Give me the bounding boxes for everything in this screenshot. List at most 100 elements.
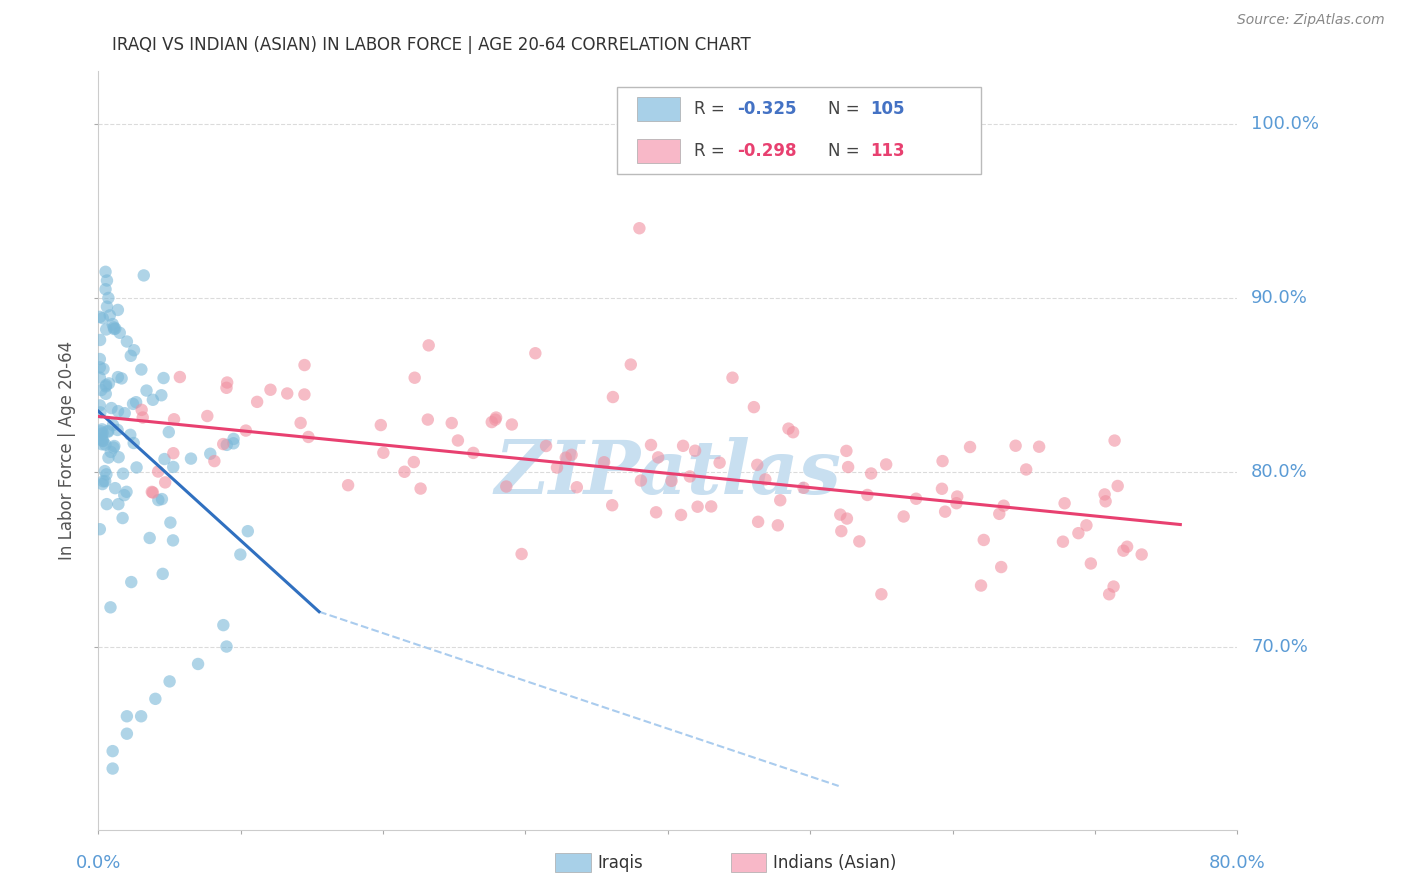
- Point: [742, 400, 765, 414]
- Point: [778, 422, 800, 436]
- Point: [235, 424, 257, 438]
- Point: [89, 310, 111, 324]
- Point: [90, 427, 112, 442]
- Point: [1028, 440, 1050, 454]
- Point: [1112, 543, 1135, 558]
- Point: [835, 511, 858, 525]
- Point: [91, 311, 114, 326]
- Point: [107, 302, 129, 317]
- Point: [115, 709, 138, 723]
- Point: [959, 440, 981, 454]
- Point: [89, 352, 111, 367]
- Y-axis label: In Labor Force | Age 20-64: In Labor Force | Age 20-64: [58, 341, 76, 560]
- Text: -0.325: -0.325: [737, 100, 797, 119]
- Point: [142, 392, 165, 407]
- Point: [195, 409, 218, 423]
- Point: [1004, 439, 1026, 453]
- Point: [101, 417, 124, 432]
- Point: [120, 575, 142, 590]
- Point: [246, 395, 269, 409]
- Point: [150, 492, 173, 507]
- Point: [212, 618, 235, 632]
- Point: [561, 448, 583, 462]
- Point: [440, 416, 463, 430]
- Point: [524, 346, 547, 360]
- Point: [89, 522, 111, 536]
- Point: [766, 518, 789, 533]
- Point: [1116, 540, 1139, 554]
- Point: [501, 417, 523, 432]
- Point: [89, 398, 111, 412]
- Point: [875, 458, 897, 472]
- Point: [100, 401, 122, 415]
- Point: [96, 273, 118, 287]
- Point: [837, 460, 859, 475]
- Point: [159, 674, 181, 689]
- Point: [97, 291, 120, 305]
- Point: [970, 578, 993, 592]
- Point: [565, 480, 588, 494]
- Point: [893, 509, 915, 524]
- Point: [115, 484, 138, 499]
- Point: [290, 416, 312, 430]
- FancyBboxPatch shape: [637, 97, 681, 121]
- Point: [848, 534, 870, 549]
- Point: [94, 474, 117, 488]
- Point: [125, 460, 148, 475]
- Point: [97, 424, 120, 438]
- Point: [91, 434, 114, 448]
- Point: [793, 481, 815, 495]
- Point: [111, 511, 134, 525]
- Point: [1104, 434, 1126, 448]
- Point: [222, 432, 245, 446]
- Point: [153, 475, 176, 490]
- Point: [120, 349, 142, 363]
- Point: [115, 334, 138, 349]
- Point: [686, 500, 709, 514]
- Point: [152, 371, 174, 385]
- Point: [554, 450, 576, 465]
- Point: [90, 383, 112, 397]
- Point: [162, 533, 184, 548]
- Point: [153, 452, 176, 467]
- Point: [337, 478, 360, 492]
- Point: [96, 300, 118, 314]
- Point: [679, 469, 702, 483]
- Point: [294, 358, 316, 372]
- Point: [112, 488, 135, 502]
- Point: [97, 450, 120, 465]
- Point: [212, 437, 235, 451]
- Point: [89, 333, 111, 347]
- Point: [200, 447, 222, 461]
- Point: [141, 484, 163, 499]
- Text: 100.0%: 100.0%: [1251, 115, 1319, 133]
- Point: [114, 406, 136, 420]
- Point: [94, 379, 117, 393]
- Point: [101, 762, 124, 776]
- Text: N =: N =: [828, 142, 865, 161]
- Point: [89, 360, 111, 375]
- Point: [91, 437, 114, 451]
- Point: [91, 477, 114, 491]
- Point: [1052, 534, 1074, 549]
- Point: [628, 221, 651, 235]
- Text: 0.0%: 0.0%: [76, 855, 121, 872]
- Point: [870, 587, 893, 601]
- Point: [931, 454, 953, 468]
- Point: [259, 383, 281, 397]
- Point: [222, 436, 245, 450]
- Point: [91, 425, 114, 440]
- Text: ZIPatlas: ZIPatlas: [495, 437, 841, 509]
- Point: [709, 456, 731, 470]
- Point: [484, 412, 506, 426]
- Point: [645, 505, 668, 519]
- Point: [394, 465, 416, 479]
- Point: [122, 436, 145, 450]
- Point: [115, 727, 138, 741]
- Point: [125, 395, 148, 409]
- FancyBboxPatch shape: [637, 139, 681, 163]
- Point: [100, 445, 122, 459]
- Point: [830, 524, 852, 538]
- Point: [669, 508, 692, 522]
- Point: [1094, 494, 1116, 508]
